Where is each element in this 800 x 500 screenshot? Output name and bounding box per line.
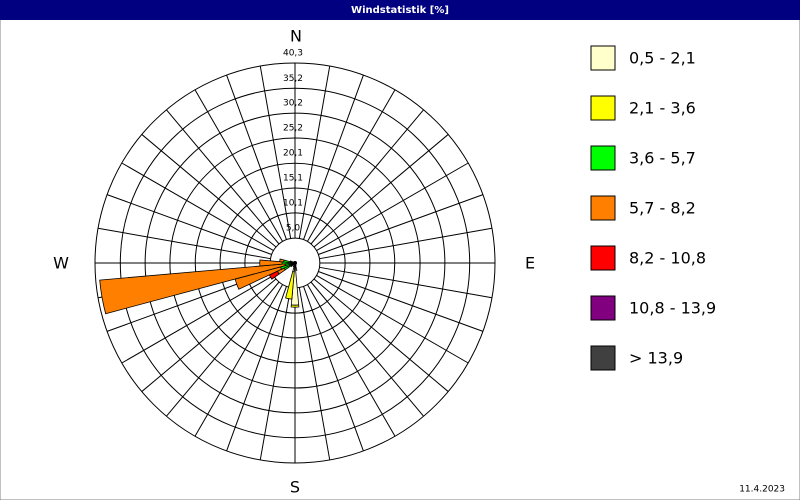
spoke bbox=[310, 109, 424, 245]
legend-swatch bbox=[590, 145, 616, 171]
spoke bbox=[259, 65, 292, 239]
spoke bbox=[194, 284, 284, 437]
ring bbox=[194, 162, 396, 364]
spoke bbox=[316, 162, 469, 252]
direction-label: S bbox=[290, 478, 300, 497]
ring-label: 5,0 bbox=[286, 224, 301, 234]
wind-sector bbox=[99, 263, 286, 315]
legend-swatch bbox=[590, 345, 616, 371]
wind-sector bbox=[290, 304, 300, 308]
spoke bbox=[303, 286, 364, 452]
direction-label: W bbox=[53, 254, 69, 273]
spoke bbox=[97, 227, 271, 260]
legend-label: 8,2 - 10,8 bbox=[629, 249, 706, 268]
spoke bbox=[306, 284, 396, 437]
wind-sector bbox=[279, 258, 285, 263]
legend-label: 2,1 - 3,6 bbox=[629, 99, 696, 118]
wind-sector bbox=[259, 259, 283, 267]
spoke bbox=[121, 274, 274, 364]
ring bbox=[244, 212, 346, 314]
ring bbox=[94, 62, 496, 464]
legend-swatch bbox=[590, 195, 616, 221]
ring bbox=[119, 87, 471, 439]
legend-label: > 13,9 bbox=[629, 349, 683, 368]
center-dot bbox=[293, 261, 297, 265]
spoke bbox=[313, 134, 449, 248]
spoke bbox=[194, 89, 284, 242]
spoke bbox=[318, 194, 484, 255]
spoke bbox=[166, 109, 280, 245]
spoke bbox=[298, 65, 331, 239]
wind-sector bbox=[285, 271, 295, 300]
spoke bbox=[310, 281, 424, 417]
legend-label: 3,6 - 5,7 bbox=[629, 149, 696, 168]
spoke bbox=[313, 278, 449, 392]
spoke bbox=[226, 74, 287, 240]
spoke bbox=[306, 89, 396, 242]
date-label: 11.4.2023 bbox=[739, 485, 785, 495]
spoke bbox=[319, 227, 493, 260]
spoke bbox=[166, 281, 280, 417]
ring bbox=[219, 187, 371, 339]
wind-sector bbox=[289, 260, 294, 263]
legend-label: 10,8 - 13,9 bbox=[629, 299, 716, 318]
chart-title: Windstatistik [%] bbox=[351, 5, 449, 16]
legend-swatch bbox=[590, 245, 616, 271]
ring bbox=[169, 137, 421, 389]
spoke bbox=[298, 287, 331, 461]
wind-sector bbox=[292, 264, 295, 268]
spoke bbox=[226, 286, 287, 452]
spoke bbox=[106, 194, 272, 255]
spoke bbox=[259, 287, 292, 461]
spoke bbox=[141, 278, 277, 392]
ring-label: 15,1 bbox=[283, 174, 303, 184]
spoke bbox=[121, 162, 274, 252]
spoke bbox=[319, 266, 493, 299]
ring-label: 10,1 bbox=[283, 198, 303, 208]
legend-label: 0,5 - 2,1 bbox=[629, 49, 696, 68]
spoke bbox=[316, 274, 469, 364]
ring-label: 30,2 bbox=[283, 99, 303, 109]
ring-label: 40,3 bbox=[283, 49, 303, 59]
direction-label: E bbox=[525, 254, 535, 273]
legend-swatch bbox=[590, 295, 616, 321]
spoke bbox=[141, 134, 277, 248]
legend-swatch bbox=[590, 95, 616, 121]
ring-label: 35,2 bbox=[283, 74, 303, 84]
legend-swatch bbox=[590, 45, 616, 71]
direction-label: N bbox=[290, 27, 302, 46]
ring bbox=[144, 112, 446, 414]
ring-label: 25,2 bbox=[283, 123, 303, 133]
legend-label: 5,7 - 8,2 bbox=[629, 199, 696, 218]
ring-label: 20,1 bbox=[283, 149, 303, 159]
title-bar bbox=[0, 0, 800, 20]
spoke bbox=[303, 74, 364, 240]
spoke bbox=[318, 271, 484, 332]
